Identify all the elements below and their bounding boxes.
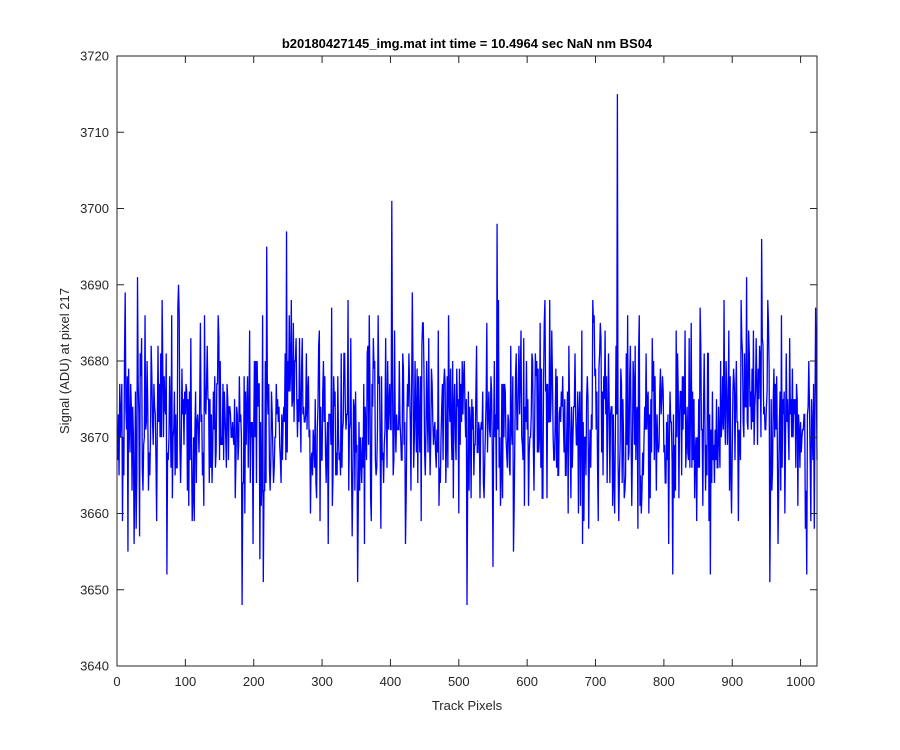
axes-layer: 0 100 200 300 400 500 600 700 800 900 1000 3640 3650…: [80, 49, 818, 689]
x-axis-label: Track Pixels: [432, 698, 503, 713]
x-tick-label: 300: [311, 674, 333, 689]
series-layer: [117, 94, 818, 606]
y-tick-label: 3650: [80, 582, 109, 597]
x-tick-label: 500: [448, 674, 470, 689]
x-tick-label: 600: [516, 674, 538, 689]
y-tick-label: 3680: [80, 354, 109, 369]
x-tick-label: 1000: [786, 674, 815, 689]
y-tick-label: 3660: [80, 506, 109, 521]
y-tick-label: 3670: [80, 430, 109, 445]
x-tick-label: 400: [380, 674, 402, 689]
x-tick-label: 100: [175, 674, 197, 689]
y-axis-label: Signal (ADU) at pixel 217: [57, 288, 72, 434]
x-tick-label: 900: [721, 674, 743, 689]
y-tick-label: 3640: [80, 659, 109, 674]
x-tick-label: 800: [653, 674, 675, 689]
x-tick-label: 0: [113, 674, 120, 689]
chart-title: b20180427145_img.mat int time = 10.4964 …: [282, 36, 653, 51]
x-tick-label: 200: [243, 674, 265, 689]
series-line-0: [117, 94, 818, 606]
y-tick-label: 3690: [80, 277, 109, 292]
y-tick-label: 3700: [80, 201, 109, 216]
y-tick-label: 3710: [80, 125, 109, 140]
x-tick-label: 700: [585, 674, 607, 689]
y-tick-label: 3720: [80, 49, 109, 64]
